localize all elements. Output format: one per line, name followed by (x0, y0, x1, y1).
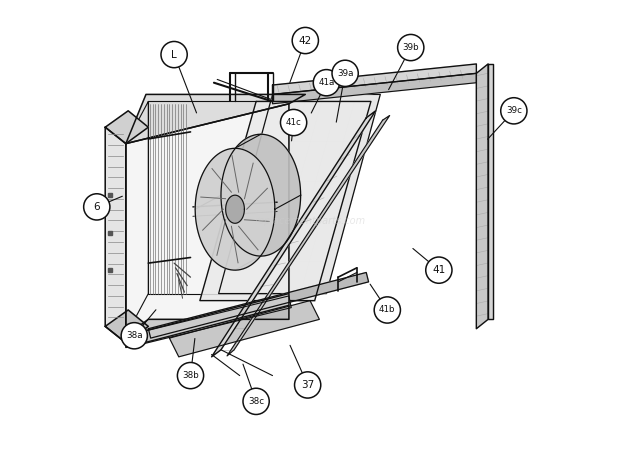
Text: 41a: 41a (318, 78, 335, 87)
Text: 38c: 38c (248, 397, 264, 406)
Circle shape (292, 27, 319, 54)
Circle shape (397, 34, 424, 61)
Circle shape (84, 194, 110, 220)
Polygon shape (148, 102, 289, 294)
Circle shape (243, 388, 269, 415)
Polygon shape (273, 64, 476, 94)
Polygon shape (273, 73, 476, 104)
Polygon shape (227, 116, 389, 356)
Polygon shape (126, 296, 291, 347)
Circle shape (426, 257, 452, 283)
Text: 37: 37 (301, 380, 314, 390)
Polygon shape (219, 94, 380, 294)
Polygon shape (105, 127, 126, 343)
Polygon shape (126, 102, 148, 336)
Polygon shape (105, 111, 148, 144)
Polygon shape (488, 64, 493, 319)
Polygon shape (476, 64, 488, 329)
Circle shape (313, 70, 340, 96)
Circle shape (374, 297, 401, 323)
Text: 41c: 41c (286, 118, 301, 127)
Polygon shape (148, 273, 368, 338)
Circle shape (332, 60, 358, 86)
Circle shape (501, 98, 527, 124)
Polygon shape (195, 149, 275, 270)
Text: 38b: 38b (182, 371, 199, 380)
Text: 38a: 38a (126, 331, 143, 340)
Polygon shape (126, 296, 289, 336)
Polygon shape (126, 94, 305, 144)
Polygon shape (200, 102, 371, 301)
Polygon shape (226, 195, 244, 223)
Polygon shape (105, 310, 148, 343)
Circle shape (294, 372, 321, 398)
Circle shape (280, 110, 307, 136)
Circle shape (177, 362, 203, 389)
Polygon shape (221, 134, 301, 256)
Circle shape (161, 41, 187, 68)
Polygon shape (211, 111, 376, 357)
Text: 42: 42 (299, 36, 312, 46)
Text: L: L (171, 49, 177, 60)
Polygon shape (169, 301, 319, 357)
Circle shape (121, 322, 148, 349)
Text: 39a: 39a (337, 69, 353, 78)
Text: 39b: 39b (402, 43, 419, 52)
Polygon shape (126, 294, 289, 347)
Text: replacementparts.com: replacementparts.com (254, 216, 366, 226)
Polygon shape (126, 104, 289, 336)
Text: 39c: 39c (506, 106, 522, 115)
Text: 6: 6 (94, 202, 100, 212)
Text: 41: 41 (432, 265, 446, 275)
Text: 41b: 41b (379, 306, 396, 314)
